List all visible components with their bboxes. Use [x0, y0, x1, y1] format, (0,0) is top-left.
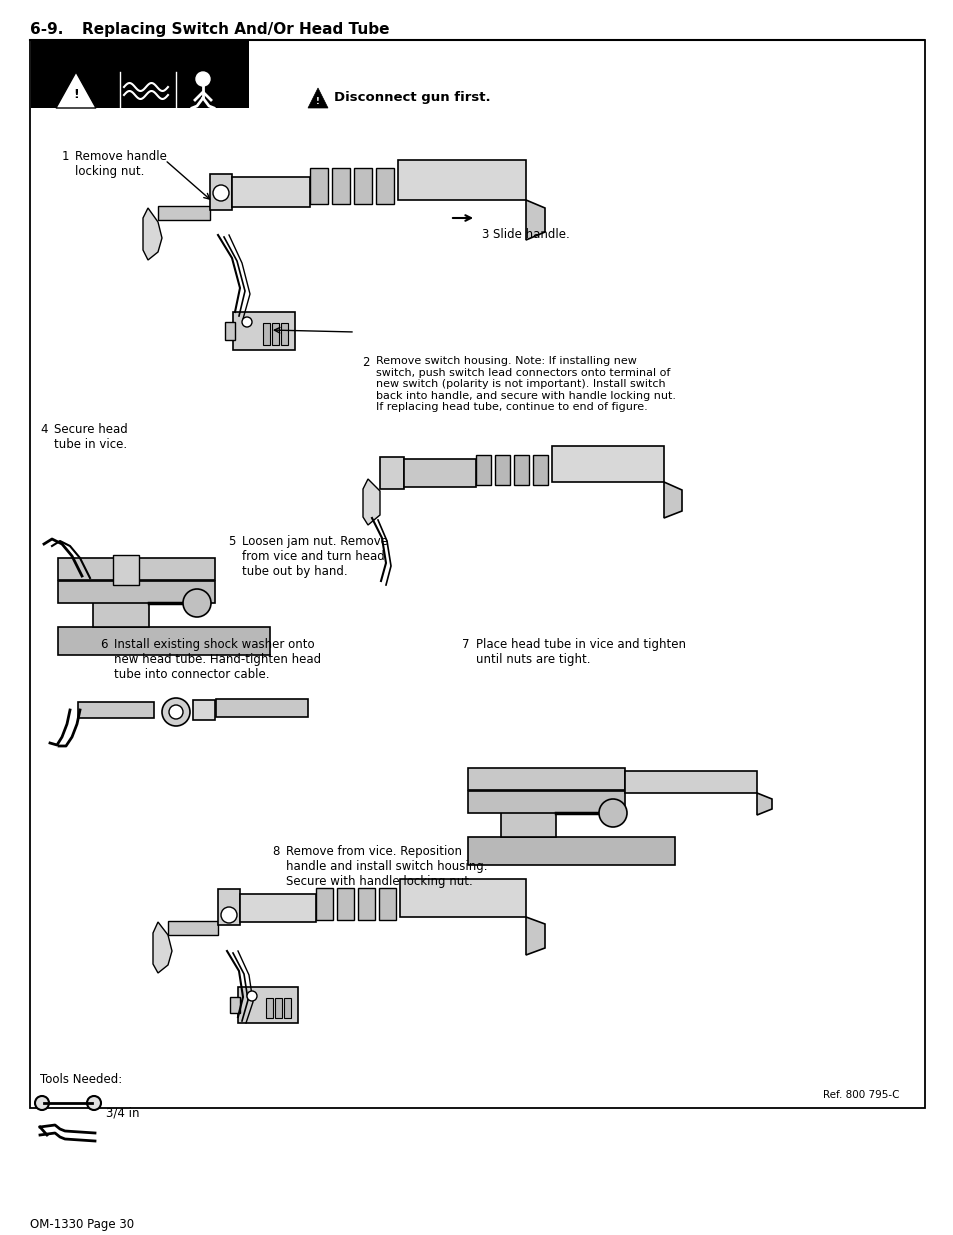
FancyBboxPatch shape — [399, 879, 525, 918]
FancyBboxPatch shape — [193, 700, 214, 720]
Text: Tools Needed:: Tools Needed: — [40, 1073, 122, 1086]
Polygon shape — [525, 200, 544, 240]
Polygon shape — [363, 479, 379, 525]
FancyBboxPatch shape — [112, 555, 139, 585]
FancyBboxPatch shape — [533, 454, 547, 485]
Text: OM-1330 Page 30: OM-1330 Page 30 — [30, 1218, 134, 1231]
FancyBboxPatch shape — [332, 168, 350, 204]
FancyBboxPatch shape — [310, 168, 328, 204]
Text: Remove from vice. Reposition
handle and install switch housing.
Secure with hand: Remove from vice. Reposition handle and … — [286, 845, 487, 888]
Text: Install existing shock washer onto
new head tube. Hand-tighten head
tube into co: Install existing shock washer onto new h… — [113, 638, 321, 680]
Polygon shape — [143, 207, 162, 261]
FancyBboxPatch shape — [263, 324, 270, 345]
Circle shape — [87, 1095, 101, 1110]
FancyBboxPatch shape — [284, 998, 291, 1018]
FancyBboxPatch shape — [274, 998, 282, 1018]
FancyBboxPatch shape — [210, 174, 232, 210]
Polygon shape — [152, 923, 172, 973]
Text: 5: 5 — [228, 535, 235, 548]
FancyBboxPatch shape — [158, 206, 210, 220]
FancyBboxPatch shape — [378, 888, 395, 920]
Text: Replacing Switch And/Or Head Tube: Replacing Switch And/Or Head Tube — [82, 22, 389, 37]
Polygon shape — [757, 793, 771, 815]
FancyBboxPatch shape — [468, 837, 675, 864]
FancyBboxPatch shape — [403, 459, 476, 487]
FancyBboxPatch shape — [397, 161, 525, 200]
Text: 2: 2 — [361, 356, 369, 369]
FancyBboxPatch shape — [476, 454, 491, 485]
Circle shape — [183, 589, 211, 618]
Text: 6-9.: 6-9. — [30, 22, 63, 37]
Text: 1: 1 — [62, 149, 70, 163]
Circle shape — [213, 185, 229, 201]
Text: Loosen jam nut. Remove
from vice and turn head
tube out by hand.: Loosen jam nut. Remove from vice and tur… — [242, 535, 388, 578]
FancyBboxPatch shape — [168, 921, 218, 935]
FancyBboxPatch shape — [375, 168, 394, 204]
FancyBboxPatch shape — [336, 888, 354, 920]
Text: Secure head
tube in vice.: Secure head tube in vice. — [54, 424, 128, 451]
Circle shape — [169, 705, 183, 719]
Polygon shape — [663, 482, 681, 517]
FancyBboxPatch shape — [230, 997, 240, 1013]
FancyBboxPatch shape — [78, 701, 153, 718]
Text: Place head tube in vice and tighten
until nuts are tight.: Place head tube in vice and tighten unti… — [476, 638, 685, 666]
Circle shape — [598, 799, 626, 827]
FancyBboxPatch shape — [500, 809, 556, 837]
FancyBboxPatch shape — [495, 454, 510, 485]
Text: Slide handle.: Slide handle. — [493, 228, 569, 241]
FancyBboxPatch shape — [218, 889, 240, 925]
Circle shape — [247, 990, 256, 1002]
FancyBboxPatch shape — [58, 558, 214, 580]
FancyBboxPatch shape — [225, 322, 234, 340]
Circle shape — [162, 698, 190, 726]
Circle shape — [35, 1095, 49, 1110]
FancyBboxPatch shape — [272, 324, 278, 345]
FancyBboxPatch shape — [468, 768, 624, 790]
Text: 3: 3 — [480, 228, 488, 241]
FancyBboxPatch shape — [266, 998, 273, 1018]
FancyBboxPatch shape — [215, 699, 308, 718]
FancyBboxPatch shape — [357, 888, 375, 920]
Polygon shape — [56, 72, 96, 107]
FancyBboxPatch shape — [30, 40, 924, 1108]
Text: Disconnect gun first.: Disconnect gun first. — [334, 90, 490, 104]
FancyBboxPatch shape — [92, 599, 149, 627]
FancyBboxPatch shape — [232, 177, 310, 207]
Circle shape — [221, 906, 236, 923]
FancyBboxPatch shape — [237, 987, 297, 1023]
FancyBboxPatch shape — [233, 312, 294, 350]
FancyBboxPatch shape — [468, 790, 624, 813]
FancyBboxPatch shape — [315, 888, 333, 920]
Polygon shape — [525, 918, 544, 955]
Circle shape — [242, 317, 252, 327]
FancyBboxPatch shape — [30, 40, 249, 107]
Text: Remove switch housing. Note: If installing new
switch, push switch lead connecto: Remove switch housing. Note: If installi… — [375, 356, 676, 412]
Text: 8: 8 — [272, 845, 279, 858]
Circle shape — [195, 72, 210, 86]
FancyBboxPatch shape — [240, 894, 315, 923]
FancyBboxPatch shape — [514, 454, 529, 485]
FancyBboxPatch shape — [58, 580, 214, 603]
FancyBboxPatch shape — [281, 324, 288, 345]
FancyBboxPatch shape — [552, 446, 663, 482]
Polygon shape — [308, 88, 328, 107]
Text: Ref. 800 795-C: Ref. 800 795-C — [822, 1091, 899, 1100]
Text: 3/4 in: 3/4 in — [106, 1107, 139, 1120]
FancyBboxPatch shape — [354, 168, 372, 204]
Text: 4: 4 — [40, 424, 48, 436]
Text: Remove handle
locking nut.: Remove handle locking nut. — [75, 149, 167, 178]
Text: !: ! — [315, 98, 319, 106]
Text: 6: 6 — [100, 638, 108, 651]
Text: !: ! — [73, 89, 79, 101]
FancyBboxPatch shape — [58, 627, 270, 655]
Text: 7: 7 — [461, 638, 469, 651]
FancyBboxPatch shape — [624, 771, 757, 793]
FancyBboxPatch shape — [379, 457, 403, 489]
